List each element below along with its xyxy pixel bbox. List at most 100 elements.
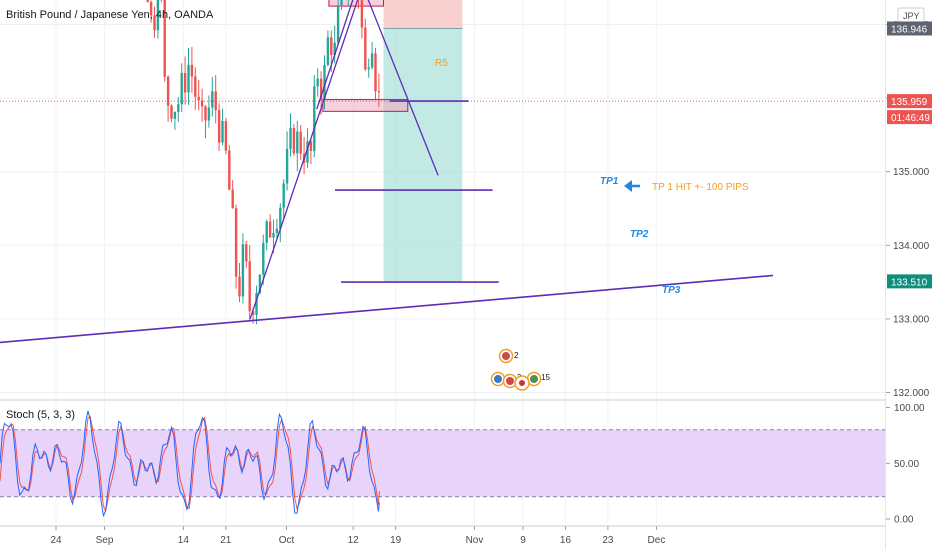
candle-body [166, 76, 170, 106]
time-tick-label-3: 21 [220, 535, 232, 546]
price-tick-label-6: 134.000 [893, 241, 930, 252]
price-axis[interactable]: 140.000139.000138.000137.000136.000135.0… [886, 0, 932, 550]
candle-body [248, 261, 251, 312]
time-tick-label-11: Dec [648, 535, 666, 546]
time-tick-label-8: 9 [520, 535, 526, 546]
candle-body [313, 86, 316, 152]
stoch-tick-label-1: 50.00 [894, 459, 919, 470]
candle-body [180, 73, 183, 105]
time-tick-label-7: Nov [466, 535, 484, 546]
candle-body [268, 221, 272, 238]
price-tag-entry-bg [887, 21, 932, 36]
price-tick-label-5: 135.000 [893, 167, 930, 178]
candle-body [190, 64, 194, 77]
candle-body [177, 104, 180, 112]
tp-hit-note: TP 1 HIT +- 100 PIPS [652, 182, 749, 193]
countdown-tag-bg [887, 110, 932, 125]
stoch-d-line [0, 415, 380, 513]
stoch-tick-label-0: 100.00 [894, 403, 925, 414]
stoch-band-fill [0, 429, 885, 497]
candle-body [211, 91, 214, 108]
candle-body [326, 37, 330, 65]
candle-body [282, 183, 285, 208]
candle-body [374, 53, 377, 92]
candle-body [234, 208, 238, 277]
candle-body [238, 276, 241, 297]
candle-body [163, 0, 166, 77]
flag-icon [530, 375, 538, 383]
arrow-left-head [624, 180, 632, 192]
candle-body [149, 2, 153, 16]
candle-body [289, 127, 292, 149]
candlesticks [146, 0, 381, 325]
stochastic-pane: 100.00 50.00 0.00 [0, 403, 925, 526]
time-tick-label-9: 16 [560, 535, 572, 546]
stoch-tick-label-2: 0.00 [894, 515, 914, 526]
candle-body [156, 0, 160, 31]
candle-body [146, 0, 149, 3]
time-tick-label-5: 12 [348, 535, 360, 546]
long-trendline [0, 274, 774, 344]
candle-body [187, 64, 190, 93]
flag-icon [494, 375, 502, 383]
candle-body [231, 189, 234, 209]
price-tick-label-8: 132.000 [893, 388, 930, 399]
candle-body [194, 76, 197, 97]
time-axis[interactable]: 24 Sep 14 21 Oct 12 19 Nov 9 16 23 Dec [50, 526, 665, 546]
candle-body [364, 27, 367, 70]
candle-body [251, 311, 255, 315]
candle-body [241, 244, 245, 297]
candle-body [292, 127, 296, 154]
candle-body [258, 274, 262, 294]
tp2-label: TP2 [630, 229, 649, 240]
candle-body [360, 0, 364, 28]
time-tick-label-1: Sep [96, 535, 114, 546]
candle-body [204, 106, 207, 121]
descending-trendline [367, 0, 439, 176]
candle-body [224, 121, 228, 151]
candle-body [330, 37, 333, 56]
event-marker-count: 2 [514, 351, 519, 360]
candle-body [340, 0, 343, 6]
candle-body [309, 141, 313, 152]
candle-body [377, 91, 381, 93]
candle-body [272, 232, 275, 238]
price-tag-current: 135.959 [891, 97, 928, 108]
candle-body [183, 73, 187, 93]
indicator-label[interactable]: Stoch (5, 3, 3) [6, 409, 75, 421]
candle-body [319, 78, 323, 100]
wedge-line-1 [316, 0, 354, 110]
event-marker-count: 15 [541, 373, 550, 382]
price-tick-label-7: 133.000 [893, 314, 930, 325]
candle-body [207, 107, 211, 121]
candle-body [299, 131, 302, 154]
price-tag-target-bg [887, 274, 932, 289]
countdown-tag: 01:46:49 [891, 113, 930, 124]
time-tick-label-2: 14 [178, 535, 190, 546]
candle-body [296, 131, 299, 154]
candle-body [336, 5, 340, 43]
time-tick-label-0: 24 [50, 535, 62, 546]
candle-body [228, 150, 231, 190]
time-tick-label-4: Oct [279, 535, 295, 546]
position-stop-zone [383, 0, 463, 29]
price-tag-target: 133.510 [891, 277, 928, 288]
candle-body [200, 100, 204, 107]
candle-body [153, 15, 156, 31]
candle-body [197, 96, 200, 101]
trend-lines [0, 0, 774, 344]
candle-body [262, 242, 265, 275]
r5-label: R5 [435, 58, 448, 69]
candle-body [255, 293, 258, 315]
event-marker-0: 2 [498, 348, 519, 364]
candle-body [279, 207, 282, 229]
support-zone [322, 99, 409, 112]
stoch-k-line [0, 410, 380, 518]
candle-body [221, 121, 224, 143]
tp1-label: TP1 [600, 176, 619, 187]
symbol-title[interactable]: British Pound / Japanese Yen, 4h, OANDA [6, 9, 214, 21]
rising-trendline [249, 0, 359, 320]
